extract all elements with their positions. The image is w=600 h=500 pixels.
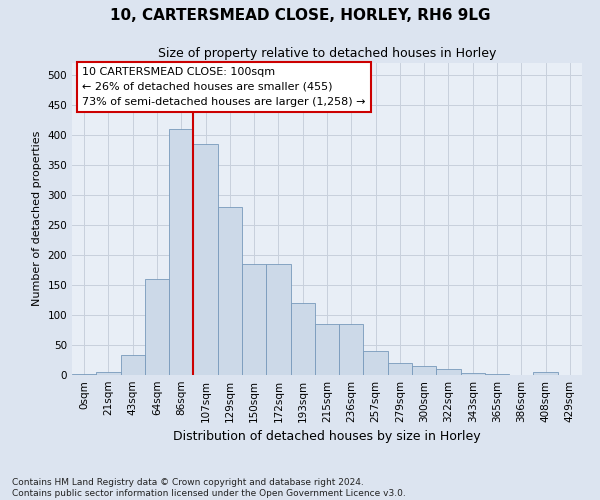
Bar <box>339 324 364 375</box>
Text: 10 CARTERSMEAD CLOSE: 100sqm
← 26% of detached houses are smaller (455)
73% of s: 10 CARTERSMEAD CLOSE: 100sqm ← 26% of de… <box>82 67 366 107</box>
Bar <box>436 369 461 375</box>
Bar <box>242 264 266 375</box>
Bar <box>388 363 412 375</box>
Bar <box>315 324 339 375</box>
Bar <box>121 355 145 375</box>
Bar <box>96 372 121 375</box>
Bar <box>290 303 315 375</box>
Bar <box>218 206 242 375</box>
Bar <box>485 374 509 375</box>
Bar <box>533 372 558 375</box>
Bar <box>364 351 388 375</box>
Bar <box>169 128 193 375</box>
Bar <box>412 366 436 375</box>
Y-axis label: Number of detached properties: Number of detached properties <box>32 131 42 306</box>
Text: 10, CARTERSMEAD CLOSE, HORLEY, RH6 9LG: 10, CARTERSMEAD CLOSE, HORLEY, RH6 9LG <box>110 8 490 22</box>
Bar <box>193 144 218 375</box>
Bar <box>266 264 290 375</box>
X-axis label: Distribution of detached houses by size in Horley: Distribution of detached houses by size … <box>173 430 481 444</box>
Text: Contains HM Land Registry data © Crown copyright and database right 2024.
Contai: Contains HM Land Registry data © Crown c… <box>12 478 406 498</box>
Bar <box>461 373 485 375</box>
Title: Size of property relative to detached houses in Horley: Size of property relative to detached ho… <box>158 47 496 60</box>
Bar <box>145 279 169 375</box>
Bar <box>72 374 96 375</box>
